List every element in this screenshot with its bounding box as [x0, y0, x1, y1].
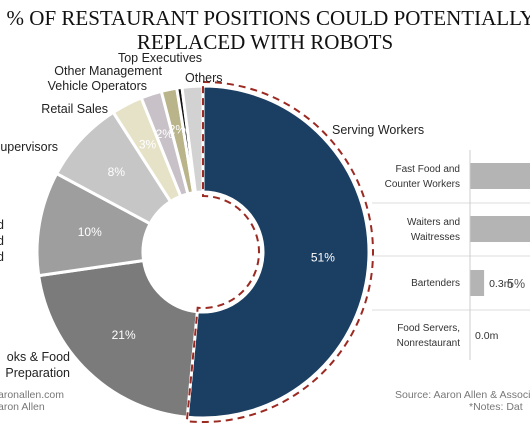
donut-slice-8 — [180, 84, 205, 195]
donut-slice-0 — [185, 84, 371, 420]
slice-category-label-6: Other Management — [54, 64, 162, 78]
slice-category-label-7: Top Executives — [118, 51, 202, 65]
slice-value-label-1: 21% — [112, 328, 136, 342]
donut-slice-1 — [36, 258, 199, 419]
footer-notes: *Notes: Dat — [469, 401, 523, 413]
chart-title-line-1: % OF RESTAURANT POSITIONS COULD POTENTIA… — [6, 6, 530, 30]
bar-1 — [470, 216, 530, 242]
bar-percent-label-2: 5% — [507, 277, 525, 291]
bar-category-label-2: Bartenders — [411, 278, 460, 289]
slice-category-label-0: Serving Workers — [332, 123, 424, 137]
slice-category-label-1: oks & Food Preparation — [5, 350, 70, 380]
bar-category-label-1: Waiters and Waitresses — [407, 217, 460, 243]
slice-category-label-8: Others — [185, 71, 223, 85]
bar-category-label-0: Fast Food and Counter Workers — [385, 164, 460, 190]
serving-workers-highlight-outline — [185, 80, 374, 423]
slice-value-label-4: 3% — [139, 137, 157, 151]
bar-0 — [470, 163, 530, 189]
bar-2 — [470, 270, 485, 296]
footer-author: aron Allen — [0, 401, 45, 413]
slice-category-label-5: Vehicle Operators — [48, 79, 147, 93]
footer-source: Source: Aaron Allen & Associates, — [395, 389, 530, 401]
slice-category-label-4: Retail Sales — [41, 102, 108, 116]
slice-value-label-5: 2% — [156, 127, 174, 141]
bar-value-label-2: 0.3m — [489, 278, 513, 290]
bar-value-label-3: 0.0m — [475, 330, 499, 342]
bar-category-label-3: Food Servers, Nonrestaurant — [397, 323, 461, 349]
slice-value-label-2: 10% — [78, 225, 102, 239]
chart-title-line-2: REPLACED WITH ROBOTS — [136, 30, 394, 54]
slice-category-label-2: Foodn andated — [0, 218, 4, 264]
slice-value-label-6: 2% — [169, 123, 187, 137]
footer-website: aronallen.com — [0, 389, 64, 401]
slice-value-label-3: 8% — [108, 165, 126, 179]
slice-value-label-0: 51% — [311, 251, 335, 265]
slice-category-label-3: upervisors — [0, 140, 58, 154]
